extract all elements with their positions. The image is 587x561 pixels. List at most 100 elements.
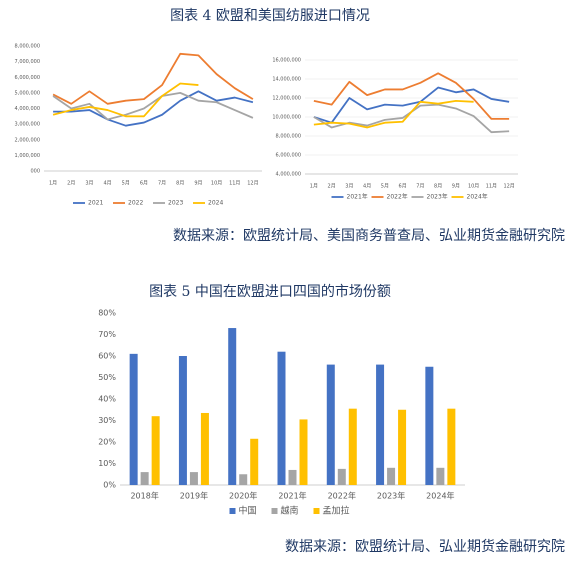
bar [250,438,259,485]
bar [337,468,346,485]
x-tick-label: 9月 [452,184,460,190]
legend-swatch [229,508,236,514]
y-tick-label: 1,000,000 [15,153,40,159]
y-tick-label: 7,000,000 [15,59,40,65]
bar [189,472,198,485]
x-tick-label: 2021年 [278,491,306,501]
bar [436,467,445,485]
bar [140,472,149,485]
legend-swatch [271,508,278,514]
x-tick-label: 5月 [381,184,389,190]
x-tick-label: 10月 [211,181,222,187]
series-line [313,86,510,124]
legend-label: 2022 [128,200,143,207]
legend-label: 越南 [281,505,299,517]
series-line [53,90,254,127]
x-tick-label: 11月 [486,184,497,190]
bar [387,467,396,485]
bar [348,408,357,485]
y-tick-label: 60% [98,352,116,361]
x-tick-label: 2023年 [377,491,405,501]
legend-label: 中国 [239,505,257,517]
y-tick-label: 40% [98,395,116,404]
x-tick-label: 9月 [194,181,202,187]
y-tick-label: 80% [98,309,116,318]
y-tick-label: 3,000,000 [15,122,40,128]
y-tick-label: 50% [98,373,116,382]
bar [277,351,286,485]
bar [228,328,237,485]
x-tick-label: 4月 [103,181,111,187]
legend-label: 2021年 [347,193,368,201]
bar [447,408,456,485]
x-tick-label: 8月 [434,184,442,190]
y-tick-label: 20% [98,438,116,447]
x-tick-label: 6月 [140,181,148,187]
x-tick-label: 2019年 [180,491,208,501]
figure-title: 图表 5 中国在欧盟进口四国的市场份额 [149,283,391,300]
figure-source: 数据来源：欧盟统计局、美国商务普查局、弘业期货金融研究院 [173,227,565,244]
y-tick-label: 4,000,000 [276,172,301,178]
y-tick-label: 2,000,000 [15,137,40,143]
bar [200,412,209,485]
x-tick-label: 8月 [176,181,184,187]
bar [178,356,187,485]
bar [129,353,138,485]
y-tick-label: 16,000,000 [272,58,301,64]
x-tick-label: 4月 [363,184,371,190]
x-tick-label: 2月 [328,184,336,190]
y-tick-label: 70% [98,330,116,339]
legend-label: 孟加拉 [323,505,350,517]
legend-swatch [313,508,320,514]
legend-label: 2022年 [387,193,408,201]
x-tick-label: 7月 [158,181,166,187]
x-tick-label: 7月 [416,184,424,190]
x-tick-label: 2018年 [130,491,158,501]
bar [288,469,297,485]
y-tick-label: 10% [98,459,116,468]
x-tick-label: 12月 [247,181,258,187]
figure-source: 数据来源：欧盟统计局、弘业期货金融研究院 [285,538,565,555]
legend-label: 2024年 [467,193,488,201]
y-tick-label: 12,000,000 [272,96,301,102]
legend-label: 2024 [208,200,223,207]
y-tick-label: 0% [103,481,116,490]
series-line [313,99,474,129]
x-tick-label: 1月 [310,184,318,190]
bar [326,364,335,485]
x-tick-label: 2024年 [426,491,454,501]
y-tick-label: 14,000,000 [272,77,301,83]
y-tick-label: 6,000,000 [15,75,40,81]
x-tick-label: 2月 [67,181,75,187]
series-line [313,103,510,134]
x-tick-label: 1月 [49,181,57,187]
series-line [52,82,199,118]
bar [299,419,308,485]
x-tick-label: 10月 [468,184,479,190]
y-tick-label: 000 [30,169,40,175]
y-tick-label: 4,000,000 [15,106,40,112]
figure-title: 图表 4 欧盟和美国纺服进口情况 [170,8,370,24]
legend-label: 2021 [88,200,103,207]
y-tick-label: 8,000,000 [276,134,301,140]
x-tick-label: 3月 [85,181,93,187]
x-tick-label: 2022年 [328,491,356,501]
x-tick-label: 6月 [399,184,407,190]
x-tick-label: 5月 [122,181,130,187]
series-line [52,52,254,105]
legend-label: 2023年 [427,193,448,201]
bar [239,474,248,485]
x-tick-label: 11月 [229,181,240,187]
legend-label: 2023 [168,200,183,207]
series-line [313,72,510,120]
y-tick-label: 8,000,000 [15,44,40,50]
y-tick-label: 6,000,000 [276,153,301,159]
x-tick-label: 12月 [503,184,514,190]
x-tick-label: 3月 [345,184,353,190]
bar [425,366,434,485]
bar [151,416,160,485]
y-tick-label: 10,000,000 [272,115,301,121]
bar [398,409,407,485]
series-line [52,91,254,121]
